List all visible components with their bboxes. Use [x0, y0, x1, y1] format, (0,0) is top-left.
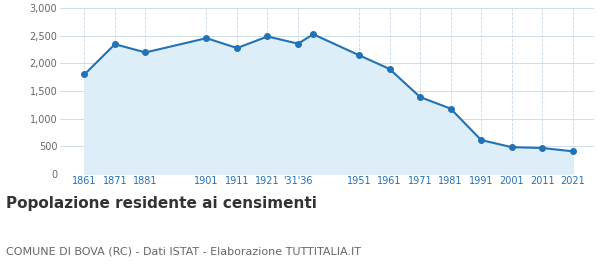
- Point: [140, 50, 150, 55]
- Point: [415, 95, 425, 99]
- Point: [538, 146, 547, 150]
- Point: [446, 106, 455, 111]
- Point: [293, 41, 303, 46]
- Point: [385, 67, 394, 71]
- Point: [110, 42, 120, 46]
- Point: [476, 138, 486, 142]
- Point: [263, 34, 272, 39]
- Point: [507, 145, 517, 150]
- Point: [308, 32, 318, 36]
- Text: Popolazione residente ai censimenti: Popolazione residente ai censimenti: [6, 196, 317, 211]
- Point: [354, 53, 364, 57]
- Point: [202, 36, 211, 40]
- Point: [80, 72, 89, 77]
- Point: [232, 46, 242, 50]
- Point: [568, 149, 577, 153]
- Text: COMUNE DI BOVA (RC) - Dati ISTAT - Elaborazione TUTTITALIA.IT: COMUNE DI BOVA (RC) - Dati ISTAT - Elabo…: [6, 246, 361, 256]
